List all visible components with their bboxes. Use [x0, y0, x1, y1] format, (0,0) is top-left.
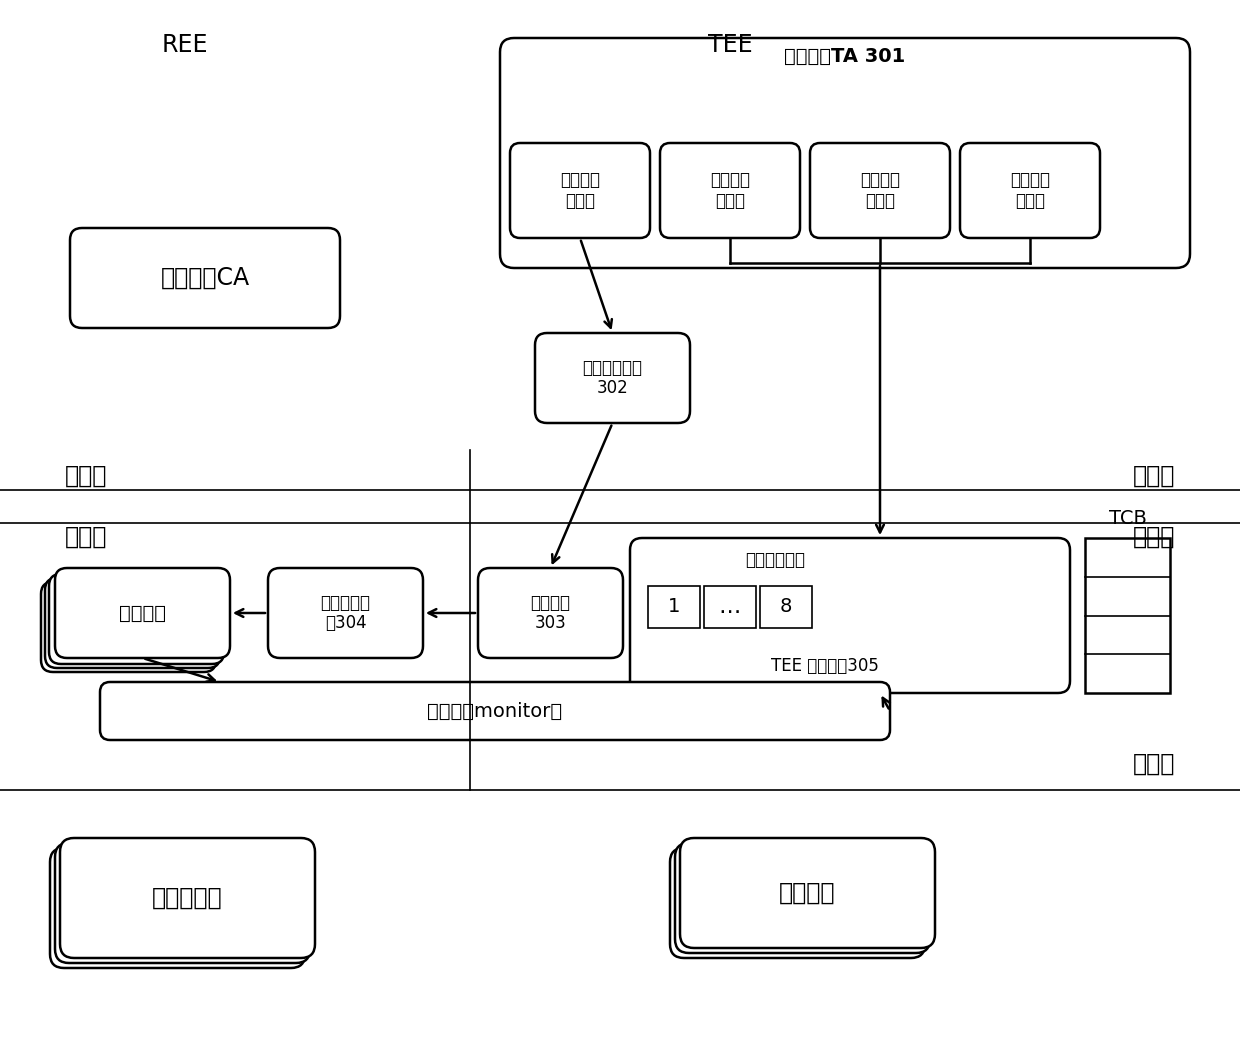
- FancyBboxPatch shape: [100, 682, 890, 740]
- Text: 非安全硬件: 非安全硬件: [153, 886, 223, 910]
- Bar: [649, 586, 701, 628]
- FancyBboxPatch shape: [960, 143, 1100, 238]
- Text: 通知模块
303: 通知模块 303: [531, 594, 570, 633]
- FancyBboxPatch shape: [680, 838, 935, 948]
- FancyBboxPatch shape: [45, 578, 219, 668]
- FancyBboxPatch shape: [630, 539, 1070, 693]
- Text: 用户态: 用户态: [64, 464, 108, 488]
- Text: 特征比对
子线程: 特征比对 子线程: [711, 171, 750, 209]
- FancyBboxPatch shape: [50, 574, 224, 664]
- Text: 全局状态数组: 全局状态数组: [745, 551, 805, 569]
- Text: TEE: TEE: [708, 33, 753, 57]
- FancyBboxPatch shape: [675, 843, 930, 953]
- Text: 通知处理模
块304: 通知处理模 块304: [320, 594, 371, 633]
- FancyBboxPatch shape: [660, 143, 800, 238]
- Text: 硬件层: 硬件层: [1132, 752, 1176, 776]
- Text: 内核态: 内核态: [64, 525, 108, 549]
- FancyBboxPatch shape: [268, 568, 423, 658]
- Text: 8: 8: [780, 598, 792, 617]
- FancyBboxPatch shape: [60, 838, 315, 957]
- FancyBboxPatch shape: [41, 582, 216, 672]
- Text: TEE 调度模块305: TEE 调度模块305: [771, 657, 879, 675]
- Bar: [1085, 539, 1171, 693]
- Text: 活体检测
子线程: 活体检测 子线程: [861, 171, 900, 209]
- Text: 特征提取
子线程: 特征提取 子线程: [560, 171, 600, 209]
- FancyBboxPatch shape: [810, 143, 950, 238]
- Text: 1: 1: [668, 598, 681, 617]
- FancyBboxPatch shape: [55, 568, 229, 658]
- Text: 特征存储
子线程: 特征存储 子线程: [1011, 171, 1050, 209]
- FancyBboxPatch shape: [500, 38, 1190, 268]
- FancyBboxPatch shape: [50, 849, 305, 968]
- FancyBboxPatch shape: [55, 843, 310, 963]
- FancyBboxPatch shape: [69, 229, 340, 328]
- Text: 线程创建模块
302: 线程创建模块 302: [583, 359, 642, 398]
- Text: 用户态: 用户态: [1132, 464, 1176, 488]
- Text: TCB: TCB: [1109, 509, 1147, 528]
- Text: …: …: [719, 597, 742, 617]
- FancyBboxPatch shape: [477, 568, 622, 658]
- Text: REE: REE: [161, 33, 208, 57]
- FancyBboxPatch shape: [534, 333, 689, 423]
- Text: 人脸识别CA: 人脸识别CA: [160, 266, 249, 290]
- Text: 人脸识别TA 301: 人脸识别TA 301: [785, 47, 905, 66]
- FancyBboxPatch shape: [510, 143, 650, 238]
- Text: 内核态: 内核态: [1132, 525, 1176, 549]
- Bar: [760, 586, 812, 628]
- Bar: [704, 586, 756, 628]
- FancyBboxPatch shape: [670, 849, 925, 957]
- Text: 监视器（monitor）: 监视器（monitor）: [428, 701, 563, 720]
- Text: 影子线程: 影子线程: [119, 603, 166, 622]
- Text: 安全硬件: 安全硬件: [779, 881, 836, 905]
